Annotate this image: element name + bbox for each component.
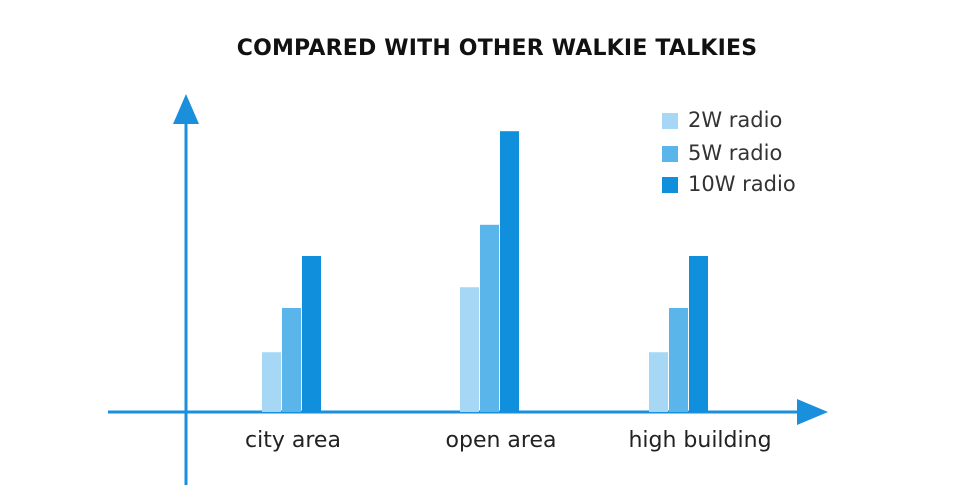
bar-high-building-5W-radio [669, 308, 688, 412]
legend: 2W radio 5W radio 10W radio [662, 108, 796, 196]
x-axis-arrow [797, 399, 828, 425]
category-label: city area [245, 428, 341, 453]
bar-open-area-2W-radio [460, 287, 479, 412]
legend-swatch [662, 146, 678, 162]
legend-label: 10W radio [688, 172, 796, 196]
bar-city-area-2W-radio [262, 352, 281, 412]
bar-city-area-5W-radio [282, 308, 301, 412]
bar-open-area-10W-radio [500, 131, 519, 412]
bar-high-building-2W-radio [649, 352, 668, 412]
category-label: open area [446, 428, 557, 453]
legend-swatch [662, 113, 678, 129]
category-label: high building [628, 428, 771, 453]
y-axis-arrow [173, 94, 199, 124]
bars [262, 131, 708, 412]
bar-open-area-5W-radio [480, 224, 499, 412]
bar-high-building-10W-radio [689, 256, 708, 412]
bar-city-area-10W-radio [302, 256, 321, 412]
legend-swatch [662, 177, 678, 193]
legend-label: 2W radio [688, 108, 782, 132]
chart-title: COMPARED WITH OTHER WALKIE TALKIES [236, 36, 758, 61]
legend-label: 5W radio [688, 141, 782, 165]
category-labels: city area open area high building [245, 428, 771, 453]
